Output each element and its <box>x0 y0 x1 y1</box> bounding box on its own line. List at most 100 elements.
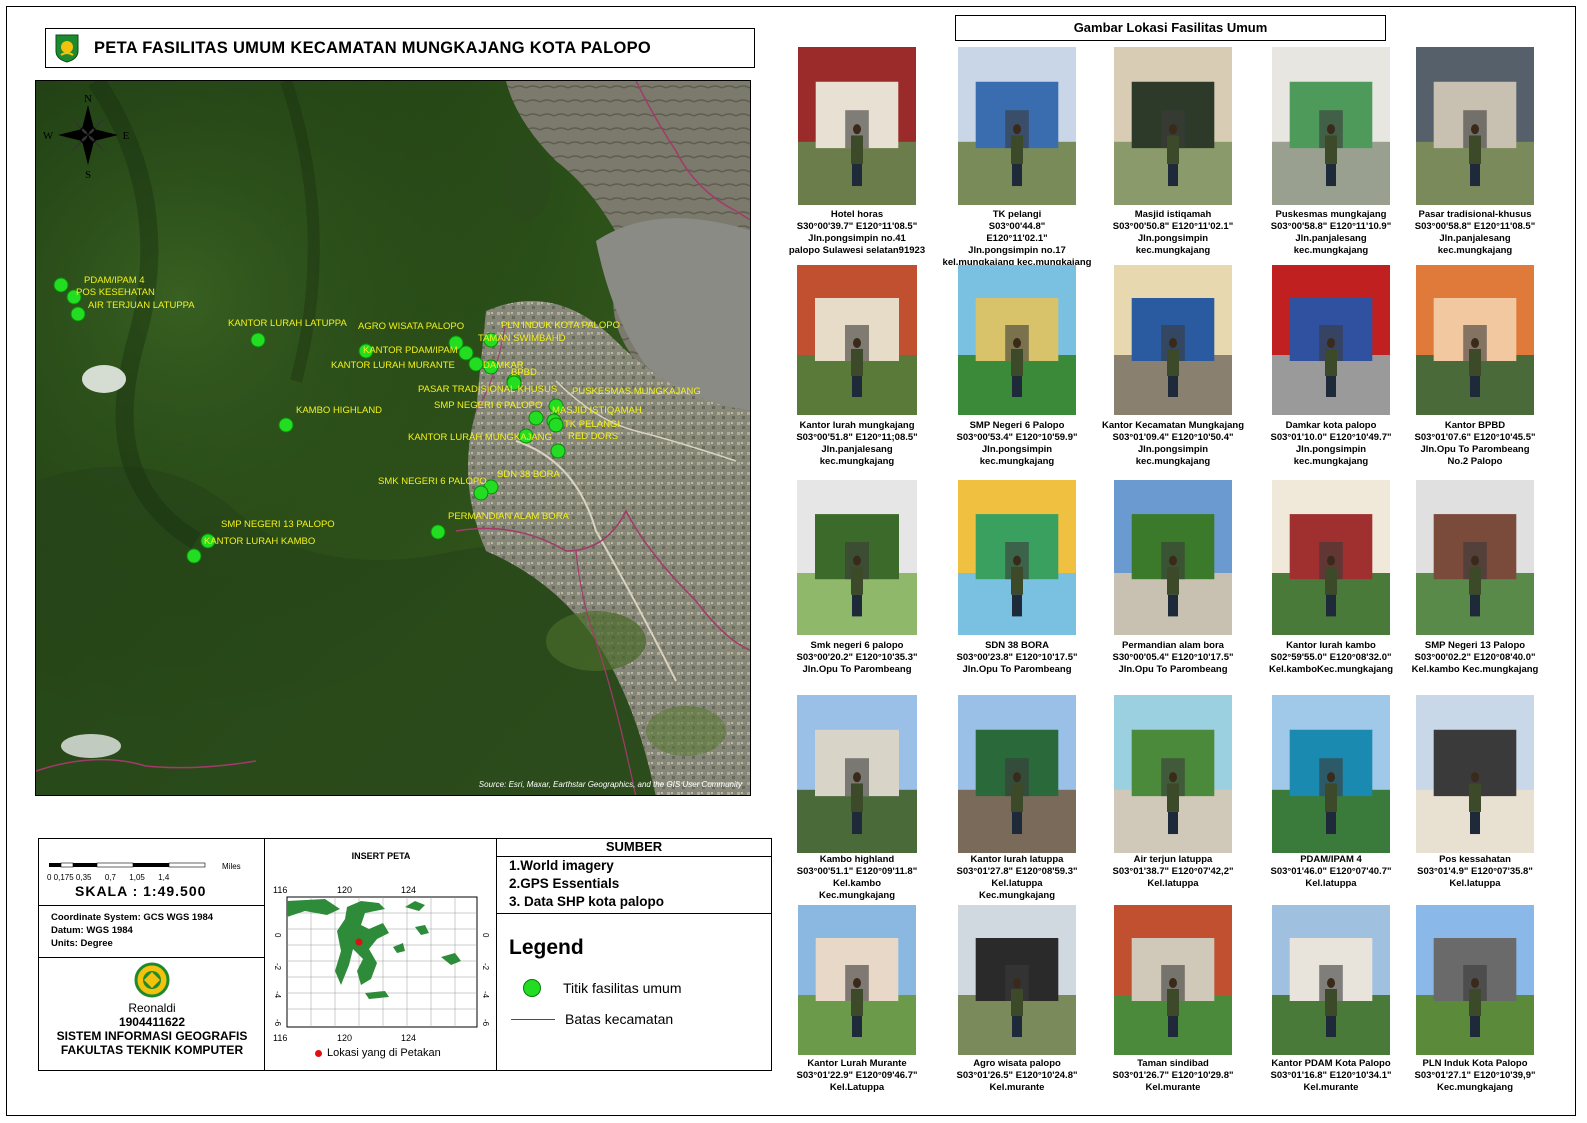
photo-caption-line: kec.mungkajang <box>1293 245 1369 256</box>
boundary-line-icon <box>511 1018 555 1020</box>
facility-photo[interactable] <box>797 265 917 415</box>
photo-caption-line: Kel.murante <box>1145 1082 1201 1093</box>
facility-point[interactable] <box>448 335 464 351</box>
satellite-map[interactable]: N S E W PDAM/IPAM 4 POS KESEHATAN AIR TERJ… <box>35 80 751 796</box>
facility-photo[interactable] <box>958 905 1076 1055</box>
photo-caption: PDAM/IPAM 4 S03°01'46.0" E120°07'40.7" Kel… <box>1243 854 1419 890</box>
photo-caption-line: S03°01'07.6" E120°10'45.5" <box>1414 432 1536 443</box>
facility-label: POS KESEHATAN <box>76 287 155 298</box>
facility-photo[interactable] <box>1272 47 1390 205</box>
facility-point[interactable] <box>548 398 564 414</box>
map-title: PETA FASILITAS UMUM KECAMATAN MUNGKAJANG… <box>94 38 652 57</box>
facility-photo[interactable] <box>1272 480 1390 635</box>
facility-photo[interactable] <box>1114 905 1232 1055</box>
facility-photo[interactable] <box>1114 695 1232 853</box>
map-attribution: Source: Esri, Maxar, Earthstar Geographi… <box>478 780 742 789</box>
facility-point[interactable] <box>250 332 266 348</box>
photo-caption-title: Kantor BPBD <box>1444 420 1506 431</box>
photo-image <box>958 47 1076 205</box>
facility-label: PERMANDIAN ALAM BORA <box>448 511 570 522</box>
facility-photo[interactable] <box>797 695 917 853</box>
facility-photo[interactable] <box>1114 47 1232 205</box>
photo-caption: Kantor PDAM Kota Palopo S03°01'16.8" E120… <box>1243 1058 1419 1094</box>
facility-photo[interactable] <box>1114 480 1232 635</box>
facility-photo[interactable] <box>798 47 916 205</box>
facility-photo[interactable] <box>958 695 1076 853</box>
inset-map-panel: INSERT PETA 116 120 <box>265 839 497 1070</box>
facility-point[interactable] <box>186 548 202 564</box>
facility-photo[interactable] <box>1272 695 1390 853</box>
facility-photo[interactable] <box>797 480 917 635</box>
facility-photo[interactable] <box>1416 265 1534 415</box>
photo-caption-line: Jln.panjalesang <box>1439 233 1511 244</box>
facility-photo[interactable] <box>1416 695 1534 853</box>
facility-point[interactable] <box>358 343 374 359</box>
facility-photo[interactable] <box>1416 47 1534 205</box>
compass-w: W <box>43 130 54 142</box>
svg-text:-2: -2 <box>481 963 490 971</box>
photo-image <box>797 265 917 415</box>
facility-point[interactable] <box>548 417 564 433</box>
red-dot-icon <box>315 1049 322 1057</box>
facility-point[interactable] <box>66 289 82 305</box>
facility-label: PASAR TRADISIONAL KHUSUS <box>418 384 557 395</box>
photo-image <box>1114 265 1232 415</box>
photo-caption-line: Jln.panjalesang <box>1295 233 1367 244</box>
photo-caption-line: S03°00'23.8" E120°10'17.5" <box>956 652 1078 663</box>
photo-caption-line: Kel.latuppa <box>1147 878 1199 889</box>
facility-photo[interactable] <box>1114 265 1232 415</box>
facility-photo[interactable] <box>1416 480 1534 635</box>
facility-point[interactable] <box>458 345 474 361</box>
photo-caption-line: S03°00'58.8" E120°11'08.5" <box>1414 221 1536 232</box>
facility-photo[interactable] <box>798 905 916 1055</box>
photo-caption-line: Kel.murante <box>1303 1082 1359 1093</box>
facility-point[interactable] <box>483 332 499 348</box>
facility-point[interactable] <box>278 417 294 433</box>
facility-point[interactable] <box>70 306 86 322</box>
facility-point[interactable] <box>550 443 566 459</box>
photo-image <box>797 480 917 635</box>
photo-caption: Kantor BPBD S03°01'07.6" E120°10'45.5" Jln… <box>1387 420 1563 468</box>
photo-caption: Puskesmas mungkajang S03°00'58.8" E120°11… <box>1243 209 1419 257</box>
photo-image <box>1416 265 1534 415</box>
facility-photo[interactable] <box>958 47 1076 205</box>
facility-label: DAMKAR <box>483 360 524 371</box>
photo-caption-line: kec.mungkajang <box>819 456 895 467</box>
facility-photo[interactable] <box>1272 905 1390 1055</box>
photo-caption-line: S03°00'53.4" E120°10'59.9" <box>956 432 1078 443</box>
map-info-panel: Miles 0 0,175 0,35 0,7 1,05 1,4 SKALA : … <box>38 838 772 1071</box>
photo-caption: Kantor lurah kambo S02°59'55.0" E120°08'3… <box>1243 640 1419 676</box>
facility-photo[interactable] <box>958 480 1076 635</box>
facility-point[interactable] <box>53 277 69 293</box>
facility-photo[interactable] <box>958 265 1076 415</box>
facility-point[interactable] <box>518 428 534 444</box>
photo-caption: Damkar kota palopo S03°01'10.0" E120°10'4… <box>1243 420 1419 468</box>
facility-photo[interactable] <box>1416 905 1534 1055</box>
svg-text:120: 120 <box>337 885 352 895</box>
inset-legend: Lokasi yang di Petakan <box>315 1047 441 1059</box>
facility-photo[interactable] <box>1272 265 1390 415</box>
photo-image <box>1416 695 1534 853</box>
facility-label: SMK NEGERI 6 PALOPO <box>378 476 487 487</box>
gallery-title: Gambar Lokasi Fasilitas Umum <box>955 15 1386 41</box>
photo-caption-title: Taman sindibad <box>1137 1058 1209 1069</box>
facility-point[interactable] <box>506 375 522 391</box>
facility-point[interactable] <box>430 524 446 540</box>
facility-point[interactable] <box>468 356 484 372</box>
photo-caption: Pasar tradisional-khusus S03°00'58.8" E12… <box>1387 209 1563 257</box>
photo-image <box>1114 480 1232 635</box>
facility-point[interactable] <box>473 485 489 501</box>
photo-caption-line: Kec.mungkajang <box>1436 1082 1514 1093</box>
facility-point[interactable] <box>483 359 499 375</box>
photo-caption: Pos kessahatan S03°01'4.9" E120°07'35.8" K… <box>1387 854 1563 890</box>
photo-caption: Smk negeri 6 palopo S03°00'20.2" E120°10'… <box>769 640 945 676</box>
facility-point[interactable] <box>200 533 216 549</box>
photo-caption: Kantor Kecamatan Mungkajang S03°01'09.4" … <box>1085 420 1261 468</box>
svg-text:0: 0 <box>273 933 282 938</box>
photo-caption-line: S03°01'26.7" E120°10'29.8" <box>1112 1070 1234 1081</box>
photo-caption-line: S03°01'22.9" E120°09'46.7" <box>796 1070 918 1081</box>
facility-point[interactable] <box>528 410 544 426</box>
photo-caption-title: Masjid istiqamah <box>1134 209 1212 220</box>
svg-text:124: 124 <box>401 1033 416 1043</box>
